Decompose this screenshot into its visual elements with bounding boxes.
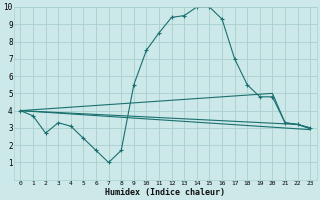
X-axis label: Humidex (Indice chaleur): Humidex (Indice chaleur) (105, 188, 225, 197)
